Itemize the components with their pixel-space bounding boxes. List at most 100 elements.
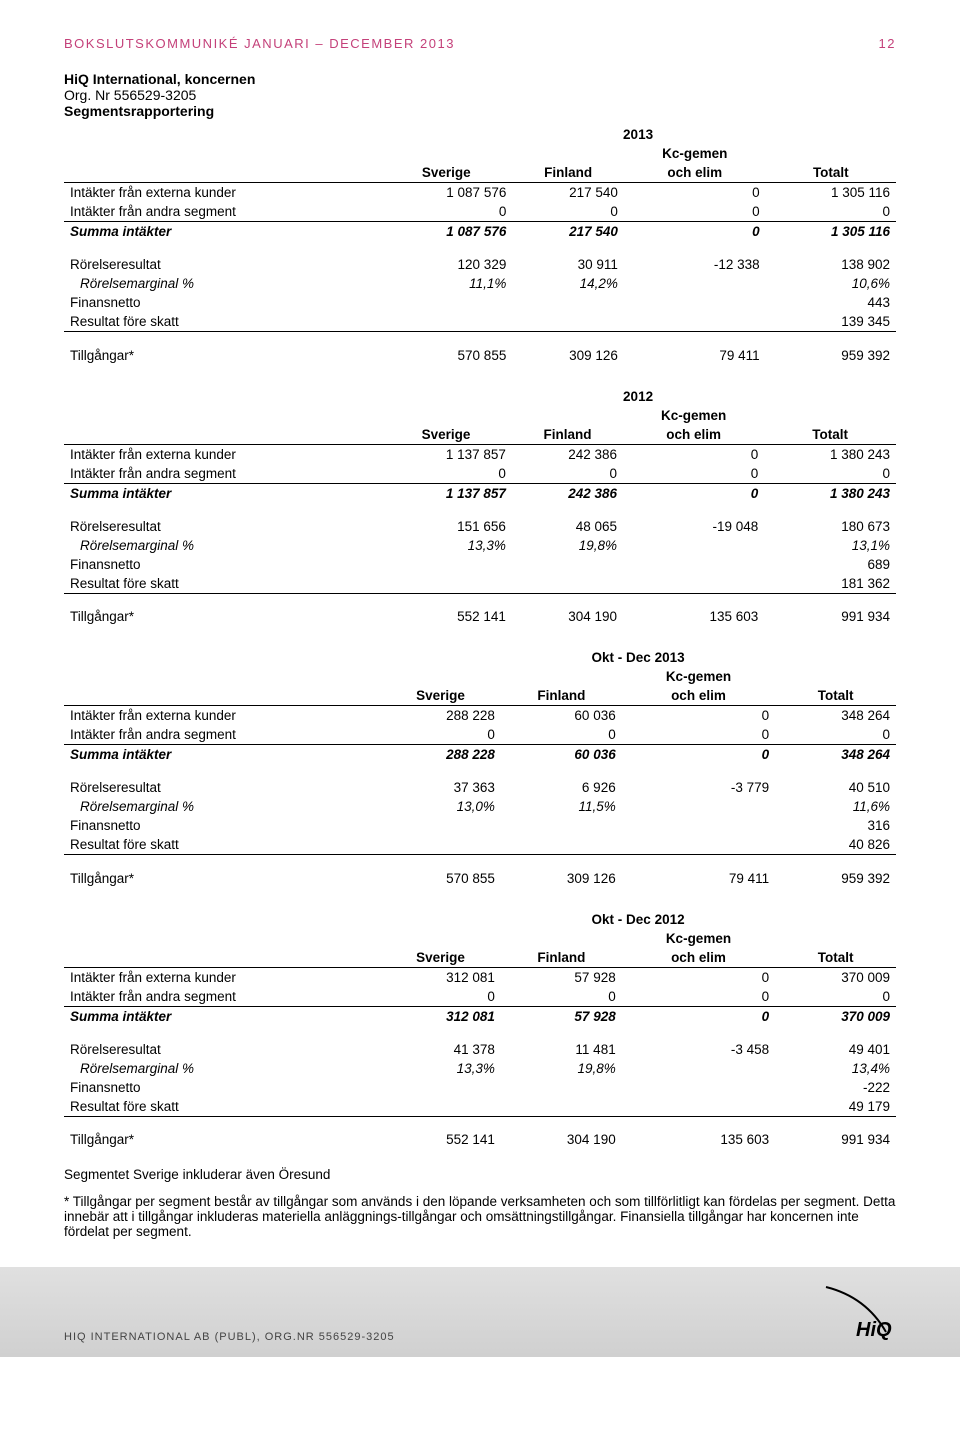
row-label: Rörelseresultat xyxy=(64,255,380,274)
row-label: Intäkter från externa kunder xyxy=(64,706,380,726)
cell xyxy=(623,555,764,574)
col-header: Totalt xyxy=(775,948,896,968)
col-header: Sverige xyxy=(380,425,512,445)
cell: 11,6% xyxy=(775,797,896,816)
cell xyxy=(622,1097,775,1117)
cell: 6 926 xyxy=(501,778,622,797)
cell: 40 826 xyxy=(775,835,896,855)
cell: 0 xyxy=(766,202,896,222)
period-title: 2012 xyxy=(380,383,896,406)
cell: 57 928 xyxy=(501,967,622,987)
cell: 10,6% xyxy=(766,274,896,293)
cell: 0 xyxy=(622,967,775,987)
svg-text:HiQ: HiQ xyxy=(856,1319,892,1341)
row-label: Finansnetto xyxy=(64,1078,380,1097)
cell: 370 009 xyxy=(775,1006,896,1026)
cell: 19,8% xyxy=(501,1059,622,1078)
cell: 135 603 xyxy=(622,1130,775,1149)
cell: 242 386 xyxy=(512,444,623,464)
cell xyxy=(512,574,623,594)
cell: 552 141 xyxy=(380,607,512,626)
cell xyxy=(380,293,512,312)
cell: 443 xyxy=(766,293,896,312)
row-label: Rörelseresultat xyxy=(64,778,380,797)
cell: -19 048 xyxy=(623,517,764,536)
col-header: Kc-gemen xyxy=(623,406,764,425)
cell: 1 087 576 xyxy=(380,222,512,242)
cell: 40 510 xyxy=(775,778,896,797)
cell: 0 xyxy=(380,464,512,484)
cell: 138 902 xyxy=(766,255,896,274)
cell: 348 264 xyxy=(775,745,896,765)
cell xyxy=(512,555,623,574)
cell: 0 xyxy=(380,725,501,745)
row-label: Tillgångar* xyxy=(64,869,380,888)
page-number: 12 xyxy=(879,36,896,51)
cell xyxy=(623,574,764,594)
cell: 180 673 xyxy=(764,517,896,536)
cell: 959 392 xyxy=(766,346,896,365)
cell: 0 xyxy=(775,725,896,745)
col-header: Kc-gemen xyxy=(624,144,766,163)
cell: 0 xyxy=(512,464,623,484)
row-label: Intäkter från andra segment xyxy=(64,987,380,1007)
cell: 309 126 xyxy=(512,346,624,365)
cell xyxy=(501,1078,622,1097)
cell: 570 855 xyxy=(380,869,501,888)
cell xyxy=(380,1078,501,1097)
cell: 19,8% xyxy=(512,536,623,555)
col-header: Finland xyxy=(501,948,622,968)
cell xyxy=(380,574,512,594)
col-header: Finland xyxy=(512,425,623,445)
page-footer: HIQ INTERNATIONAL AB (PUBL), ORG.NR 5565… xyxy=(0,1267,960,1357)
row-label: Finansnetto xyxy=(64,293,380,312)
cell: 13,3% xyxy=(380,536,512,555)
cell: 60 036 xyxy=(501,706,622,726)
cell xyxy=(624,274,766,293)
col-header: Totalt xyxy=(775,686,896,706)
cell xyxy=(623,536,764,555)
cell: 11 481 xyxy=(501,1040,622,1059)
cell: 11,5% xyxy=(501,797,622,816)
cell: 304 190 xyxy=(501,1130,622,1149)
cell: 1 137 857 xyxy=(380,483,512,503)
cell: 0 xyxy=(380,987,501,1007)
row-label: Rörelsemarginal % xyxy=(64,274,380,293)
cell: 0 xyxy=(764,464,896,484)
segment-table: Okt - Dec 2012Kc-gemen Sverige Finland o… xyxy=(64,906,896,1150)
page-header: BOKSLUTSKOMMUNIKÉ JANUARI – DECEMBER 201… xyxy=(64,36,896,51)
col-header: Totalt xyxy=(766,163,896,183)
period-title: 2013 xyxy=(380,121,896,144)
cell: 1 137 857 xyxy=(380,444,512,464)
cell: 348 264 xyxy=(775,706,896,726)
cell xyxy=(501,835,622,855)
cell: 309 126 xyxy=(501,869,622,888)
cell xyxy=(380,816,501,835)
cell xyxy=(624,293,766,312)
row-label: Tillgångar* xyxy=(64,346,380,365)
cell: 1 305 116 xyxy=(766,183,896,203)
row-label: Rörelsemarginal % xyxy=(64,797,380,816)
cell: 991 934 xyxy=(775,1130,896,1149)
cell: 0 xyxy=(775,987,896,1007)
section-title: Segmentsrapportering xyxy=(64,103,896,119)
col-header: och elim xyxy=(622,948,775,968)
cell: 288 228 xyxy=(380,745,501,765)
cell: 11,1% xyxy=(380,274,512,293)
row-label: Intäkter från externa kunder xyxy=(64,444,380,464)
cell: 312 081 xyxy=(380,1006,501,1026)
cell: 0 xyxy=(501,987,622,1007)
cell: 0 xyxy=(624,183,766,203)
cell: 30 911 xyxy=(512,255,624,274)
row-label: Summa intäkter xyxy=(64,222,380,242)
cell: -12 338 xyxy=(624,255,766,274)
cell: 570 855 xyxy=(380,346,512,365)
cell: 151 656 xyxy=(380,517,512,536)
footnote-1: Segmentet Sverige inkluderar även Öresun… xyxy=(64,1167,896,1182)
row-label: Resultat före skatt xyxy=(64,312,380,332)
cell: 79 411 xyxy=(624,346,766,365)
cell: 13,1% xyxy=(764,536,896,555)
cell: 0 xyxy=(624,222,766,242)
cell xyxy=(380,835,501,855)
cell: 1 305 116 xyxy=(766,222,896,242)
